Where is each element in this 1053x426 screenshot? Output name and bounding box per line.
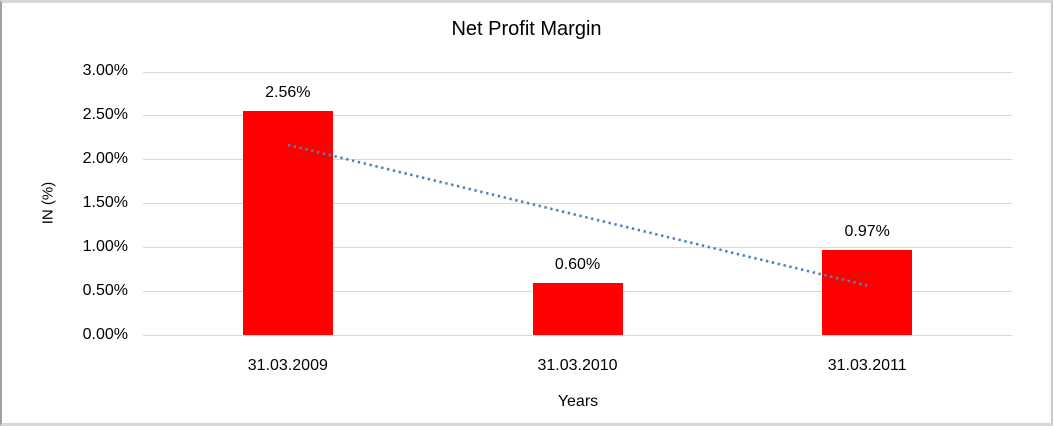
bar-data-label: 0.60%	[554, 255, 601, 273]
gridline	[143, 71, 1012, 73]
x-axis-tick-label: 31.03.2010	[537, 356, 618, 374]
y-axis-tick-label: 1.50%	[82, 193, 128, 211]
bar	[822, 250, 913, 336]
gridline	[143, 115, 1012, 117]
gridline	[143, 335, 1012, 336]
bar	[242, 110, 333, 336]
y-axis-tick-label: 3.00%	[82, 62, 128, 79]
x-axis-tick-label: 31.03.2009	[247, 356, 328, 374]
y-axis-tick-label: 1.00%	[82, 237, 128, 255]
x-axis-tick-label: 31.03.2011	[827, 356, 907, 374]
bar-data-label: 0.97%	[844, 223, 890, 241]
bar-data-label: 2.56%	[265, 83, 311, 101]
y-axis-tick-label: 0.00%	[82, 325, 128, 343]
bar	[532, 282, 623, 336]
y-axis-tick-label: 2.00%	[82, 149, 128, 167]
x-axis-title: Years	[557, 393, 599, 410]
y-axis-tick-label: 0.50%	[82, 281, 128, 299]
y-axis-tick-label: 2.50%	[82, 105, 128, 123]
chart-title: Net Profit Margin	[451, 18, 602, 40]
